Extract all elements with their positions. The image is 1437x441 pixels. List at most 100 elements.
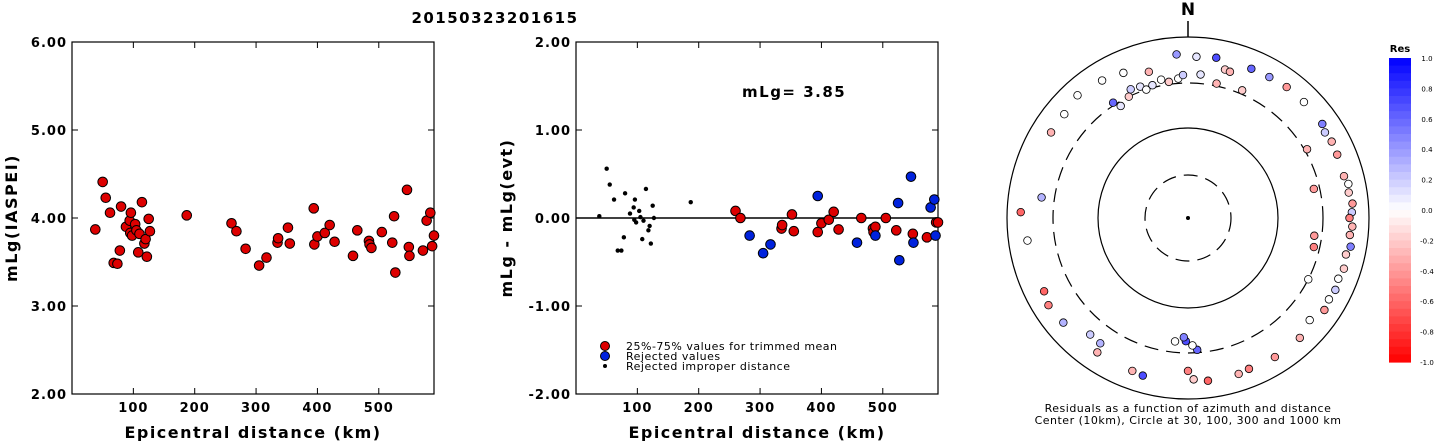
y-tick-label: 3.00 bbox=[31, 300, 67, 315]
data-point bbox=[104, 207, 116, 219]
data-point bbox=[735, 212, 746, 224]
residual-point bbox=[1093, 348, 1102, 357]
colorbar-swatch bbox=[1389, 96, 1411, 105]
colorbar-swatch bbox=[1389, 301, 1411, 310]
data-point bbox=[921, 232, 933, 243]
residual-point bbox=[1156, 75, 1166, 84]
data-point bbox=[401, 184, 413, 196]
data-point bbox=[856, 212, 867, 224]
caption-line-2: Center (10km), Circle at 30, 100, 300 an… bbox=[1035, 414, 1342, 427]
mlg-distance-panel: 100 200 300 400 500 2.00 3.00 4.00 5.00 6.00 Epic… bbox=[2, 36, 440, 441]
data-point bbox=[253, 260, 265, 271]
residual-point bbox=[1178, 70, 1188, 80]
data-point bbox=[823, 214, 835, 226]
x-tick-label: 200 bbox=[180, 401, 210, 416]
data-point bbox=[100, 192, 112, 204]
residual-point bbox=[1320, 305, 1329, 315]
data-point bbox=[641, 218, 646, 223]
residual-point bbox=[1265, 72, 1274, 82]
legend: 25%-75% values for trimmed mean Rejected… bbox=[600, 340, 837, 373]
residual-point bbox=[1225, 67, 1235, 76]
data-point bbox=[376, 226, 388, 238]
data-point bbox=[744, 230, 755, 241]
residual-point bbox=[1341, 250, 1351, 259]
data-point bbox=[765, 239, 776, 250]
colorbar-tick-label: 0.8 bbox=[1421, 85, 1432, 93]
colorbar-swatch bbox=[1389, 293, 1411, 302]
residual-point bbox=[1203, 376, 1213, 385]
x-tick-label: 500 bbox=[868, 401, 898, 416]
colorbar-swatch bbox=[1389, 346, 1411, 355]
data-point bbox=[907, 228, 919, 240]
x-tick-label: 100 bbox=[118, 401, 148, 416]
data-point bbox=[181, 210, 193, 221]
residual-point bbox=[1183, 366, 1193, 376]
colorbar-swatch bbox=[1389, 194, 1411, 203]
y-tick-label: -1.00 bbox=[529, 300, 571, 315]
data-point bbox=[114, 245, 126, 256]
residual-point bbox=[1212, 79, 1221, 88]
colorbar-swatch bbox=[1389, 141, 1411, 150]
ring-100km bbox=[1097, 127, 1279, 309]
data-point bbox=[640, 236, 645, 242]
data-point bbox=[631, 205, 636, 210]
colorbar-swatch bbox=[1389, 73, 1411, 82]
legend-red-marker bbox=[600, 341, 610, 351]
residual-point bbox=[1348, 199, 1357, 208]
data-point bbox=[231, 225, 242, 237]
figure-title: 20150323201615 bbox=[411, 9, 578, 27]
residual-point bbox=[1304, 275, 1313, 284]
data-point bbox=[621, 235, 627, 240]
data-point bbox=[643, 186, 649, 192]
residual-distance-panel: 100 200 300 400 500 -2.00 -1.00 0.00 1.00 2.00 mL… bbox=[497, 36, 944, 441]
data-point bbox=[788, 225, 800, 237]
colorbar-swatch bbox=[1389, 164, 1411, 173]
colorbar-tick-label: 0.2 bbox=[1421, 177, 1432, 185]
residual-point bbox=[1128, 366, 1137, 376]
data-point bbox=[366, 242, 377, 254]
data-point bbox=[324, 219, 335, 231]
data-point bbox=[425, 207, 436, 219]
colorbar-swatch bbox=[1389, 308, 1411, 317]
residual-point bbox=[1234, 369, 1243, 379]
y-axis-label: mLg - mLg(evt) bbox=[497, 139, 516, 298]
colorbar-swatch bbox=[1389, 240, 1411, 249]
colorbar-swatch bbox=[1389, 80, 1411, 89]
center-dot bbox=[1186, 216, 1190, 220]
data-point bbox=[403, 241, 415, 253]
colorbar-tick-label: 1.0 bbox=[1421, 55, 1432, 63]
residual-point bbox=[1295, 333, 1305, 343]
residual-point bbox=[1237, 86, 1247, 95]
residual-point bbox=[1116, 101, 1125, 111]
residual-point bbox=[1108, 98, 1118, 107]
legend-label: Rejected improper distance bbox=[626, 360, 791, 373]
data-point bbox=[615, 248, 620, 253]
ring-1000km bbox=[1006, 36, 1370, 400]
colorbar-tick-label: -0.4 bbox=[1420, 268, 1434, 276]
colorbar-swatch bbox=[1389, 354, 1411, 363]
data-point bbox=[890, 225, 902, 236]
residual-point bbox=[1085, 330, 1095, 339]
residual-point bbox=[1016, 207, 1025, 217]
colorbar-swatch bbox=[1389, 270, 1411, 279]
colorbar-tick-label: -0.8 bbox=[1420, 329, 1434, 337]
residual-point bbox=[1339, 264, 1349, 273]
data-point bbox=[240, 243, 251, 255]
residual-point bbox=[1327, 137, 1336, 146]
data-point bbox=[417, 245, 429, 256]
colorbar-swatch bbox=[1389, 210, 1411, 219]
residual-point bbox=[1023, 236, 1032, 245]
residual-point bbox=[1346, 242, 1355, 251]
data-point bbox=[908, 237, 919, 248]
residual-point bbox=[1059, 318, 1068, 327]
residual-point bbox=[1144, 67, 1154, 77]
residual-point bbox=[1164, 77, 1174, 87]
legend-label: Rejected values bbox=[626, 350, 721, 363]
residual-point bbox=[1339, 172, 1349, 181]
data-point bbox=[651, 215, 657, 221]
data-point bbox=[115, 201, 127, 212]
residual-point bbox=[1142, 85, 1151, 94]
polar-residual-panel: N Residuals as a function of azimuth and… bbox=[1006, 0, 1370, 427]
data-point bbox=[638, 214, 643, 220]
data-point bbox=[112, 258, 123, 270]
